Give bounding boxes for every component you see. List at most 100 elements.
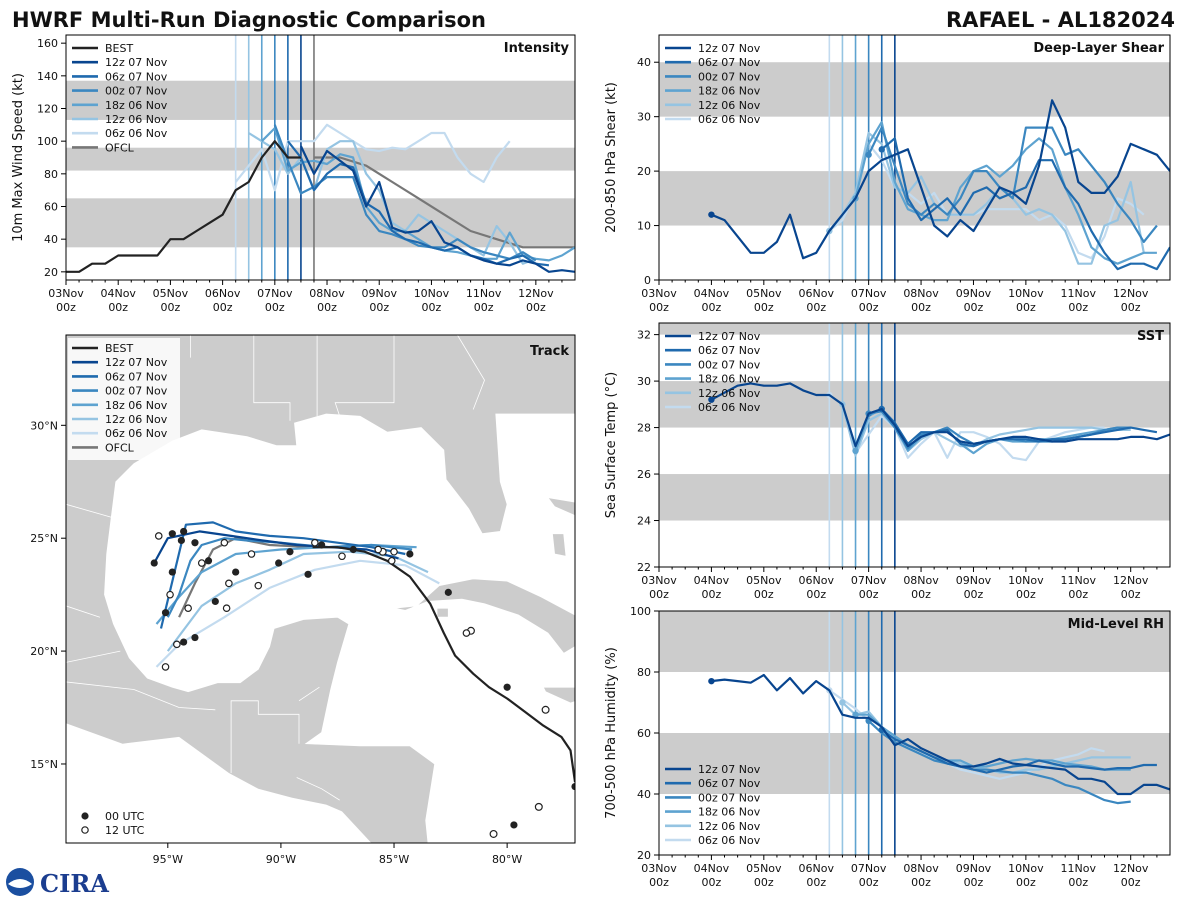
y-tick-label: 120 [37,103,58,116]
legend-label: 12z 07 Nov [105,356,168,369]
x-tick-label-hour: 00z [754,301,774,314]
legend-label: 12z 07 Nov [698,42,761,55]
y-tick-label: 32 [637,329,651,342]
x-tick-label-day: 10Nov [1008,862,1044,875]
y-tick-label: 80 [637,666,651,679]
x-tick-label-hour: 00z [474,301,494,314]
series-06z-07-nov [880,408,1158,448]
x-tick-label-day: 05Nov [153,287,189,300]
fcst-12utc-marker [390,547,398,556]
fcst-00utc-marker [304,570,312,578]
x-tick-label-day: 08Nov [903,574,939,587]
band-2 [66,80,575,120]
fcst-00utc-marker [168,530,176,538]
fcst-12utc-marker [222,604,231,612]
fcst-12utc-marker [462,629,471,637]
series-12z-07-nov [710,99,1170,260]
band-1 [66,147,575,171]
init-point [878,146,885,153]
x-tick-label-hour: 00z [213,301,233,314]
sst-panel: 03Nov00z04Nov00z05Nov00z06Nov00z07Nov00z… [604,322,1171,601]
y-tick-label: 40 [637,788,651,801]
x-tick-label-hour: 00z [806,876,826,889]
legend-label: OFCL [105,141,135,154]
bahamas-1 [546,497,575,517]
panel-title: Deep-Layer Shear [1033,41,1164,56]
x-tick-label-hour: 00z [317,301,337,314]
y-tick-label: 24 [637,515,651,528]
series-12z-07-nov [299,145,575,273]
x-tick-label-day: 12Nov [518,287,554,300]
jamaica [542,686,575,704]
legend-label: 06z 07 Nov [105,70,168,83]
x-tick-label-hour: 00z [649,301,669,314]
series-ofcl [314,156,575,249]
y-tick-label: 80 [44,168,58,181]
x-tick-label-day: 06Nov [205,287,241,300]
marker-legend-label: 12 UTC [105,824,145,837]
x-tick-label-day: 04Nov [694,287,730,300]
border-10 [66,681,216,711]
legend-label: 18z 06 Nov [105,99,168,112]
axes-frame [65,34,576,281]
fcst-12utc-marker [247,550,256,558]
legend-label: 06z 07 Nov [105,370,168,383]
lon-tick-label: 95°W [153,853,183,866]
x-tick-label-day: 11Nov [1061,287,1097,300]
band-1 [659,62,1170,117]
fcst-00utc-marker [211,597,219,606]
y-tick-label: 40 [637,56,651,69]
left-title: HWRF Multi-Run Diagnostic Comparison [12,8,486,32]
marker-legend-12 [81,826,89,834]
x-tick-label-hour: 00z [964,588,984,601]
y-tick-label: 30 [637,375,651,388]
x-tick-label-hour: 00z [1016,301,1036,314]
fcst-12utc-marker [166,590,174,599]
fcst-12utc-marker [387,556,396,565]
x-tick-label-day: 12Nov [1113,574,1149,587]
legend-label: 12z 06 Nov [105,413,168,426]
fcst-12utc-marker [184,604,192,612]
x-tick-label-hour: 00z [1121,876,1141,889]
axes-frame [658,34,1171,281]
legend-label: 12z 06 Nov [698,820,761,833]
x-tick-label-day: 04Nov [694,574,730,587]
y-tick-label: 20 [637,849,651,862]
isla-juventud [436,607,449,618]
legend-label: 06z 07 Nov [698,777,761,790]
legend-label: 18z 06 Nov [698,373,761,386]
y-tick-label: 10 [637,220,651,233]
x-tick-label-hour: 00z [1068,301,1088,314]
best-00utc-marker [444,588,452,596]
x-tick-label-day: 03Nov [48,287,84,300]
legend-label: 12z 07 Nov [105,56,168,69]
x-tick-label-hour: 00z [806,588,826,601]
legend-label: 12z 06 Nov [698,99,761,112]
x-tick-label-day: 10Nov [1008,287,1044,300]
y-tick-label: 100 [630,605,651,618]
lat-tick-label: 15°N [30,758,58,771]
series-06z-07-nov [287,140,550,267]
right-title: RAFAEL - AL182024 [946,8,1175,32]
y-tick-label: 100 [37,135,58,148]
fcst-00utc-marker [150,559,158,567]
panel-title: Intensity [504,41,570,56]
border-3 [334,335,395,417]
band-1 [659,381,1170,428]
x-tick-label-day: 03Nov [641,574,677,587]
mainland [66,335,575,843]
x-tick-label-hour: 00z [1121,301,1141,314]
legend-label: 06z 06 Nov [105,427,168,440]
series-12z-06-nov [828,131,1145,265]
x-tick-label-day: 10Nov [1008,574,1044,587]
x-tick-label-day: 08Nov [309,287,345,300]
fcst-00utc-marker [177,536,185,545]
lat-tick-label: 30°N [30,419,58,432]
x-tick-label-hour: 00z [911,301,931,314]
x-tick-label-hour: 00z [1016,876,1036,889]
x-tick-label-hour: 00z [754,588,774,601]
best-12utc-marker [489,829,498,838]
track-best [312,546,575,783]
x-tick-label-hour: 00z [964,876,984,889]
